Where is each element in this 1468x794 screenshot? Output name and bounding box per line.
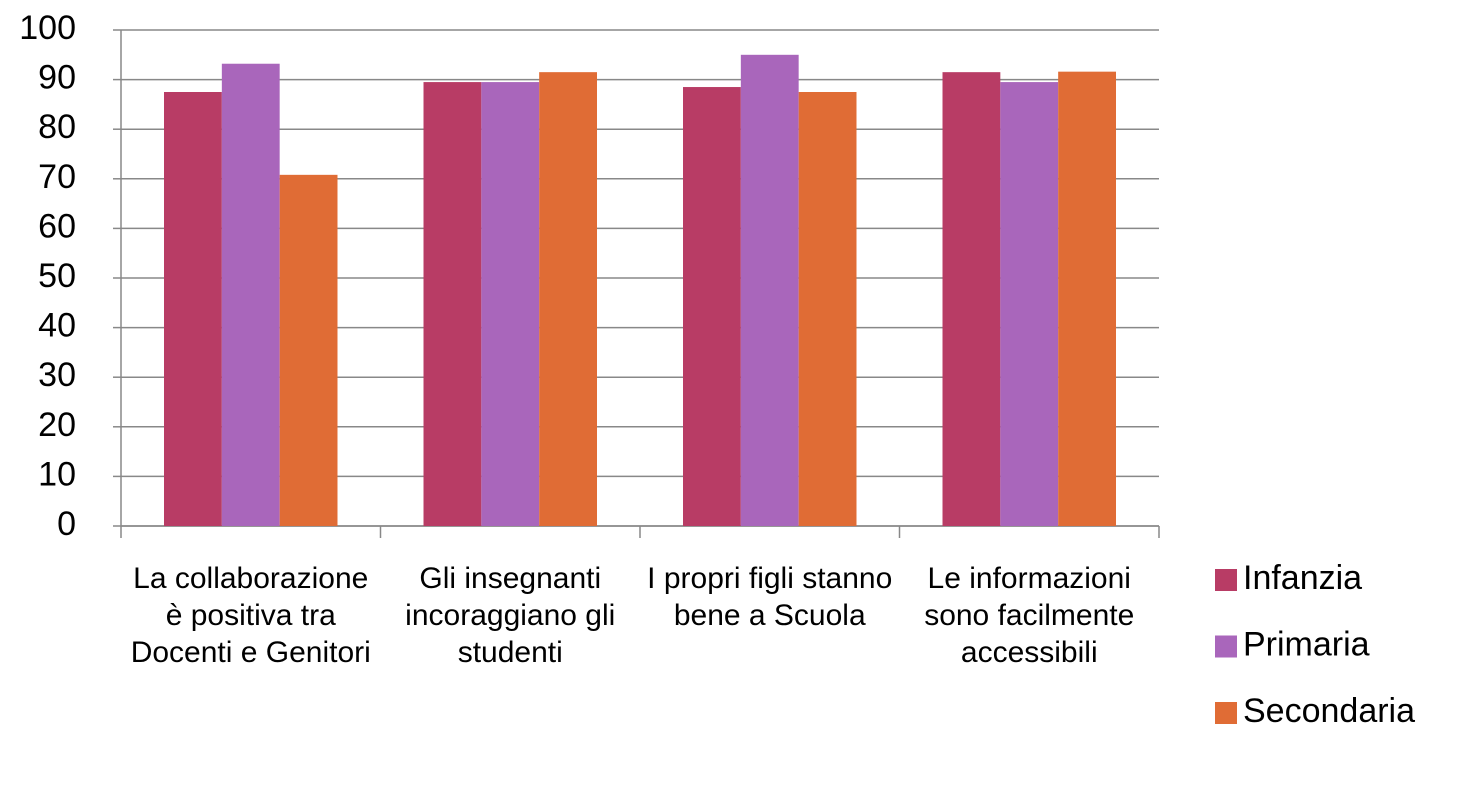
- y-tick-label: 30: [38, 356, 76, 394]
- x-tick-label: Le informazioni sono facilmente accessib…: [924, 562, 1135, 669]
- bar: [164, 92, 222, 526]
- y-tick-label: 0: [57, 505, 76, 543]
- x-tick-label: Gli insegnanti incoraggiano gli studenti: [405, 562, 616, 669]
- legend-swatch: [1215, 702, 1237, 724]
- y-tick-label: 20: [38, 406, 76, 444]
- bar: [423, 82, 482, 526]
- y-tick-label: 90: [38, 59, 76, 97]
- y-tick-label: 60: [38, 207, 76, 245]
- y-tick-label: 40: [38, 307, 76, 345]
- legend-label: Secondaria: [1243, 692, 1415, 730]
- legend-swatch: [1215, 569, 1237, 591]
- bar: [1058, 71, 1116, 526]
- bar: [221, 63, 280, 527]
- bar: [942, 72, 1001, 526]
- y-tick-label: 80: [38, 108, 76, 146]
- bar: [279, 174, 338, 526]
- y-tick-label: 50: [38, 257, 76, 295]
- legend-swatch: [1215, 635, 1237, 658]
- bar: [798, 92, 857, 526]
- bar: [683, 87, 741, 526]
- y-tick-label: 10: [38, 455, 76, 493]
- x-tick-label: I propri figli stanno bene a Scuola: [647, 562, 893, 632]
- legend-label: Infanzia: [1243, 559, 1362, 597]
- bar: [481, 82, 540, 526]
- bar: [539, 72, 597, 526]
- legend-label: Primaria: [1243, 625, 1370, 663]
- x-tick-label: La collaborazione è positiva tra Docenti…: [130, 562, 371, 669]
- y-tick-label: 100: [19, 9, 76, 47]
- y-tick-label: 70: [38, 158, 76, 196]
- bar: [1000, 82, 1059, 526]
- bar: [740, 54, 799, 527]
